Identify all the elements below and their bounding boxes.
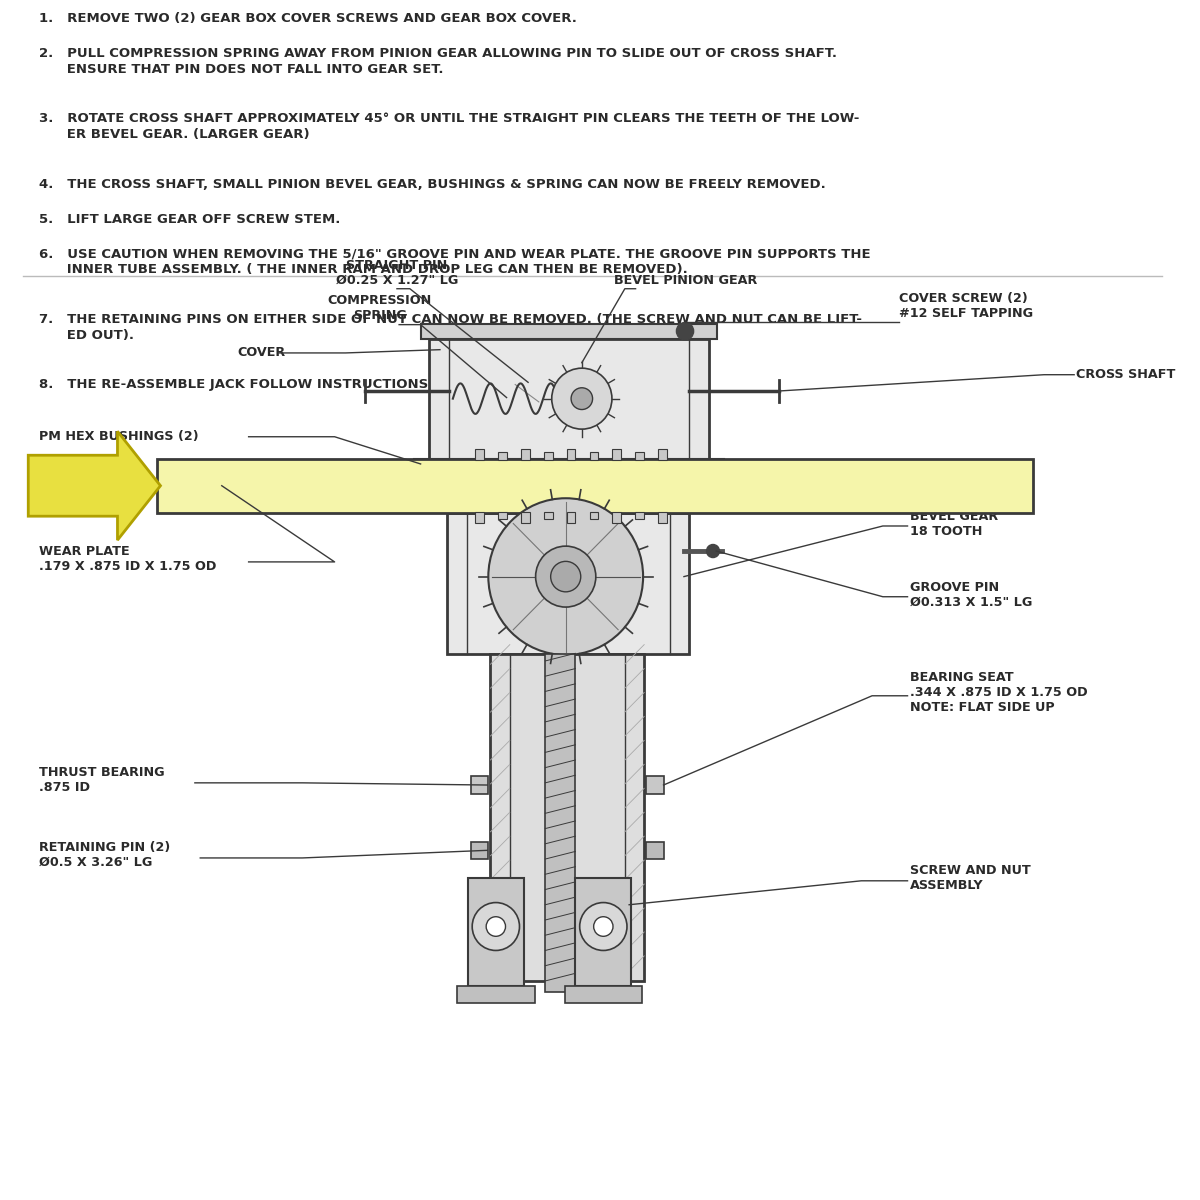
FancyBboxPatch shape: [498, 512, 506, 520]
Text: COVER: COVER: [238, 347, 286, 360]
Text: SCREW AND NUT
ASSEMBLY: SCREW AND NUT ASSEMBLY: [910, 864, 1031, 892]
FancyBboxPatch shape: [612, 449, 622, 460]
Circle shape: [551, 562, 581, 592]
FancyBboxPatch shape: [421, 324, 718, 338]
FancyBboxPatch shape: [635, 512, 644, 520]
FancyBboxPatch shape: [612, 512, 622, 523]
FancyBboxPatch shape: [647, 841, 664, 859]
Text: 3.   ROTATE CROSS SHAFT APPROXIMATELY 45° OR UNTIL THE STRAIGHT PIN CLEARS THE T: 3. ROTATE CROSS SHAFT APPROXIMATELY 45° …: [40, 113, 859, 142]
Text: COMPRESSION
SPRING: COMPRESSION SPRING: [328, 294, 432, 323]
FancyBboxPatch shape: [544, 512, 552, 520]
FancyBboxPatch shape: [658, 512, 667, 523]
FancyBboxPatch shape: [491, 654, 644, 980]
Circle shape: [677, 323, 694, 340]
Text: 7.   THE RETAINING PINS ON EITHER SIDE OF NUT CAN NOW BE REMOVED. (THE SCREW AND: 7. THE RETAINING PINS ON EITHER SIDE OF …: [40, 313, 862, 342]
Circle shape: [535, 546, 596, 607]
Text: COVER SCREW (2)
#12 SELF TAPPING: COVER SCREW (2) #12 SELF TAPPING: [899, 293, 1033, 320]
Text: BEVEL GEAR
18 TOOTH: BEVEL GEAR 18 TOOTH: [910, 510, 998, 538]
FancyBboxPatch shape: [521, 449, 529, 460]
Text: 2.   PULL COMPRESSION SPRING AWAY FROM PINION GEAR ALLOWING PIN TO SLIDE OUT OF : 2. PULL COMPRESSION SPRING AWAY FROM PIN…: [40, 47, 838, 76]
FancyBboxPatch shape: [575, 877, 631, 986]
Polygon shape: [29, 431, 161, 540]
Text: THRUST BEARING
.875 ID: THRUST BEARING .875 ID: [40, 766, 164, 793]
FancyBboxPatch shape: [472, 841, 488, 859]
Circle shape: [486, 917, 505, 936]
FancyBboxPatch shape: [566, 512, 575, 523]
Circle shape: [571, 388, 593, 409]
Text: PM HEX BUSHINGS (2): PM HEX BUSHINGS (2): [40, 431, 199, 443]
Text: 8.   THE RE-ASSEMBLE JACK FOLLOW INSTRUCTIONS IN REVERSE.: 8. THE RE-ASSEMBLE JACK FOLLOW INSTRUCTI…: [40, 378, 527, 391]
Text: BEVEL PINION GEAR: BEVEL PINION GEAR: [614, 274, 757, 287]
Text: 4.   THE CROSS SHAFT, SMALL PINION BEVEL GEAR, BUSHINGS & SPRING CAN NOW BE FREE: 4. THE CROSS SHAFT, SMALL PINION BEVEL G…: [40, 178, 826, 191]
Circle shape: [580, 902, 626, 950]
FancyBboxPatch shape: [472, 776, 488, 793]
FancyBboxPatch shape: [475, 449, 484, 460]
FancyBboxPatch shape: [589, 512, 599, 520]
Text: WEAR PLATE
.179 X .875 ID X 1.75 OD: WEAR PLATE .179 X .875 ID X 1.75 OD: [40, 545, 216, 572]
FancyBboxPatch shape: [589, 452, 599, 460]
FancyBboxPatch shape: [430, 338, 709, 458]
Circle shape: [472, 902, 520, 950]
FancyBboxPatch shape: [414, 458, 724, 474]
Circle shape: [707, 545, 720, 558]
FancyBboxPatch shape: [475, 512, 484, 523]
FancyBboxPatch shape: [545, 654, 575, 992]
Text: BEARING SEAT
.344 X .875 ID X 1.75 OD
NOTE: FLAT SIDE UP: BEARING SEAT .344 X .875 ID X 1.75 OD NO…: [910, 671, 1087, 714]
FancyBboxPatch shape: [498, 452, 506, 460]
FancyBboxPatch shape: [647, 776, 664, 793]
Text: CROSS SHAFT: CROSS SHAFT: [1076, 368, 1176, 382]
Text: 5.   LIFT LARGE GEAR OFF SCREW STEM.: 5. LIFT LARGE GEAR OFF SCREW STEM.: [40, 212, 341, 226]
Circle shape: [488, 498, 643, 655]
FancyBboxPatch shape: [521, 512, 529, 523]
FancyBboxPatch shape: [544, 452, 552, 460]
Text: 6.   USE CAUTION WHEN REMOVING THE 5/16" GROOVE PIN AND WEAR PLATE. THE GROOVE P: 6. USE CAUTION WHEN REMOVING THE 5/16" G…: [40, 247, 871, 276]
Circle shape: [552, 368, 612, 430]
Circle shape: [594, 917, 613, 936]
Text: 1.   REMOVE TWO (2) GEAR BOX COVER SCREWS AND GEAR BOX COVER.: 1. REMOVE TWO (2) GEAR BOX COVER SCREWS …: [40, 12, 577, 25]
FancyBboxPatch shape: [658, 449, 667, 460]
FancyBboxPatch shape: [468, 877, 523, 986]
FancyBboxPatch shape: [457, 986, 534, 1003]
Text: RETAINING PIN (2)
Ø0.5 X 3.26" LG: RETAINING PIN (2) Ø0.5 X 3.26" LG: [40, 841, 170, 869]
Text: STRAIGHT PIN
Ø0.25 X 1.27" LG: STRAIGHT PIN Ø0.25 X 1.27" LG: [336, 258, 458, 287]
FancyBboxPatch shape: [448, 512, 689, 654]
FancyBboxPatch shape: [157, 458, 1033, 512]
FancyBboxPatch shape: [635, 452, 644, 460]
Text: GROOVE PIN
Ø0.313 X 1.5" LG: GROOVE PIN Ø0.313 X 1.5" LG: [910, 581, 1032, 608]
FancyBboxPatch shape: [565, 986, 642, 1003]
FancyBboxPatch shape: [566, 449, 575, 460]
